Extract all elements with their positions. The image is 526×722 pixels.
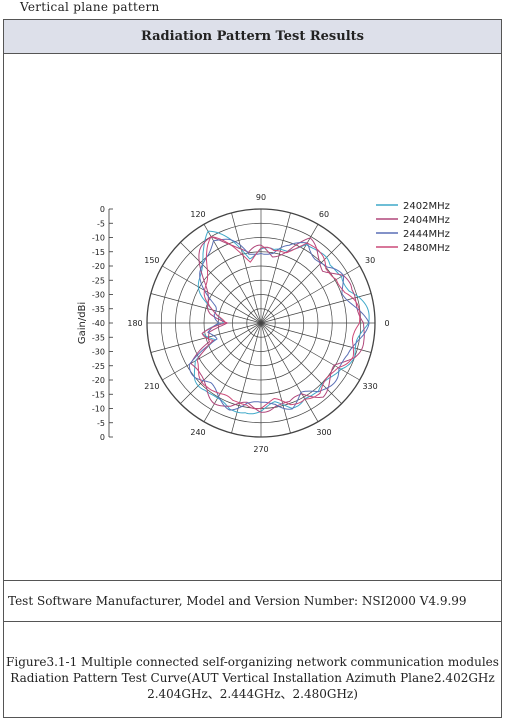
y-axis-label: Gain/dBi [77, 302, 88, 344]
grid-spoke [260, 265, 360, 324]
angle-label: 240 [190, 428, 205, 437]
radial-tick-label: -5 [97, 419, 105, 428]
angle-label: 210 [144, 382, 159, 391]
grid-spoke [231, 322, 262, 434]
grid-spoke [203, 322, 262, 422]
figure-caption: Figure3.1-1 Multiple connected self-orga… [4, 654, 501, 702]
radial-tick-label: -10 [92, 234, 105, 243]
radial-tick-label: -35 [92, 333, 105, 342]
grid-spoke [180, 322, 262, 404]
radial-tick-label: -40 [92, 319, 105, 328]
angle-label: 60 [319, 210, 329, 219]
radial-tick-label: -25 [92, 276, 105, 285]
angle-label: 120 [190, 210, 205, 219]
grid-spoke [231, 212, 262, 324]
series-line [193, 230, 370, 415]
grid-spoke [162, 265, 262, 324]
results-table: Radiation Pattern Test Results 0 30 60 90 12… [3, 19, 502, 718]
radial-tick-label: -15 [92, 248, 105, 257]
grid-spoke [260, 322, 319, 422]
grid-spoke [260, 322, 291, 434]
caption-line-2: Radiation Pattern Test Curve(AUT Vertica… [10, 671, 495, 685]
radial-tick-label: -10 [92, 405, 105, 414]
radial-tick-label: 0 [100, 205, 105, 214]
angle-label: 0 [384, 319, 389, 328]
top-note: Vertical plane pattern [20, 0, 160, 14]
angle-label: 330 [362, 382, 377, 391]
software-info: Test Software Manufacturer, Model and Ve… [4, 581, 501, 622]
grid-spoke [260, 293, 372, 324]
radial-tick-label: -20 [92, 262, 105, 271]
series-line [190, 236, 365, 413]
radial-tick-label: 0 [100, 433, 105, 442]
grid-spoke [260, 322, 372, 353]
grid-spoke [260, 322, 360, 381]
legend-label: 2402MHz [403, 201, 450, 212]
grid-spoke [260, 212, 291, 324]
radiation-pattern-chart: 0 30 60 90 120 150 180 210 240 270 300 330 0 -5 -10 -15… [77, 193, 450, 454]
series-line [196, 236, 361, 410]
grid-spoke [260, 224, 319, 324]
angle-label: 300 [316, 428, 331, 437]
grid-spoke [180, 242, 262, 324]
angle-label: 90 [256, 193, 266, 202]
radial-tick-label: -30 [92, 291, 105, 300]
angle-label: 180 [127, 319, 142, 328]
caption-line-3: 2.404GHz、2.444GHz、2.480GHz) [147, 687, 358, 701]
radial-tick-label: -35 [92, 305, 105, 314]
angle-label: 270 [253, 445, 268, 454]
legend-label: 2480MHz [403, 243, 450, 254]
legend-label: 2444MHz [403, 229, 450, 240]
grid-spoke [260, 242, 342, 324]
radial-tick-label: -25 [92, 362, 105, 371]
caption-line-1: Figure3.1-1 Multiple connected self-orga… [6, 655, 499, 669]
table-header: Radiation Pattern Test Results [4, 20, 501, 54]
radial-tick-label: -5 [97, 219, 105, 228]
grid-spoke [203, 224, 262, 324]
radial-tick-label: -15 [92, 390, 105, 399]
grid-spoke [150, 293, 262, 324]
radial-tick-label: -30 [92, 348, 105, 357]
legend-label: 2404MHz [403, 215, 450, 226]
grid-spoke [162, 322, 262, 381]
angle-label: 30 [365, 256, 375, 265]
radial-tick-label: -20 [92, 376, 105, 385]
angle-label: 150 [144, 256, 159, 265]
grid-spoke [260, 322, 342, 404]
plot-area: 0 30 60 90 120 150 180 210 240 270 300 330 0 -5 -10 -15… [4, 53, 501, 581]
